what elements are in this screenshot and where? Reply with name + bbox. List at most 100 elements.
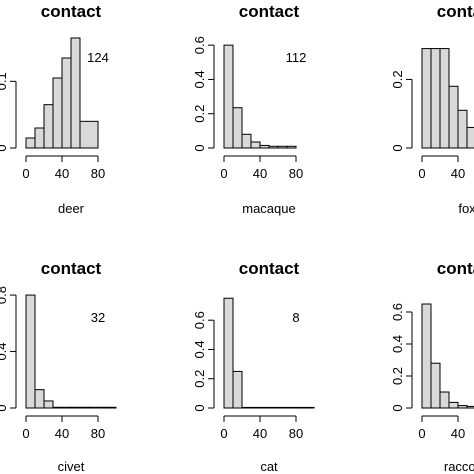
histogram-bar: [295, 406, 306, 409]
y-tick-label: 0.2: [192, 370, 207, 388]
panel-title: contact: [437, 259, 474, 278]
x-tick-label: 0: [220, 426, 227, 441]
x-tick-label: 0: [418, 426, 425, 441]
y-tick-label: 0.2: [390, 70, 405, 88]
panel-title: contact: [41, 259, 102, 278]
y-tick-label: 0.6: [390, 303, 405, 321]
panel-raccoon: contact 0 40 0 0.2 0.4 0.6 raccoon: [390, 259, 474, 474]
histogram-bar: [43, 400, 54, 409]
x-tick-label: 0: [22, 426, 29, 441]
x-tick-label: 40: [451, 166, 465, 181]
histogram-bar: [466, 405, 474, 409]
histogram-bar: [223, 297, 234, 409]
x-tick-label: 40: [451, 426, 465, 441]
y-tick-label: 0: [390, 144, 405, 151]
y-tick-label: 0: [192, 144, 207, 151]
histogram-bar: [421, 303, 432, 409]
count-annotation: 8: [292, 310, 299, 325]
x-tick-label: 40: [55, 426, 69, 441]
histogram-bar: [43, 104, 54, 149]
panel-title: contact: [239, 259, 300, 278]
histogram-bar: [106, 406, 117, 409]
histogram-bar: [232, 107, 243, 149]
y-tick-label: 0: [192, 404, 207, 411]
x-tick-label: 40: [253, 426, 267, 441]
x-tick-label: 0: [22, 166, 29, 181]
histogram-bar: [79, 120, 99, 149]
y-tick-label: 0.2: [390, 367, 405, 385]
histogram-bar: [232, 370, 243, 409]
histogram-bar: [430, 48, 441, 149]
histogram-bar: [52, 406, 63, 409]
histogram-bar: [277, 145, 288, 149]
x-tick-label: 40: [253, 166, 267, 181]
histogram-bar: [259, 406, 270, 409]
histogram-bar: [61, 57, 72, 149]
count-annotation: 32: [91, 310, 105, 325]
panel-macaque: contact 0 40 80 0 0.2 0.4 0.6 112 macaque: [192, 2, 306, 216]
y-tick-label: 0: [0, 144, 9, 151]
y-tick-label: 0.2: [192, 105, 207, 123]
histogram-bar: [88, 406, 99, 409]
y-tick-label: 0.4: [192, 340, 207, 358]
x-tick-label: 40: [55, 166, 69, 181]
y-tick-label: 0: [390, 404, 405, 411]
histogram-bar: [97, 406, 108, 409]
histogram-bar: [52, 77, 63, 149]
x-tick-label: 80: [289, 426, 303, 441]
histogram-bar: [448, 85, 459, 149]
x-axis-label: cat: [260, 459, 278, 474]
histogram-bar: [25, 294, 36, 409]
x-tick-label: 0: [418, 166, 425, 181]
histogram-bar: [241, 133, 252, 149]
y-tick-label: 0.6: [192, 311, 207, 329]
histogram-bar: [457, 405, 468, 409]
histogram-bar: [70, 37, 81, 149]
panel-civet: contact 0 40 80 0 0.4 0.8 32 civet: [0, 259, 117, 474]
y-tick-label: 0.8: [0, 286, 9, 304]
panel-title: contact: [41, 2, 102, 21]
x-tick-label: 80: [91, 426, 105, 441]
panel-title: contact: [437, 2, 474, 21]
histogram-bar: [223, 44, 234, 149]
histogram-bar: [268, 145, 279, 149]
panel-cat: contact 0 40 80 0 0.2 0.4 0.6 8 cat: [192, 259, 315, 474]
histogram-bar: [448, 401, 459, 409]
y-tick-label: 0.4: [390, 335, 405, 353]
histogram-bar: [304, 406, 315, 409]
y-tick-label: 0: [0, 404, 9, 411]
count-annotation: 124: [87, 50, 109, 65]
histogram-bar: [34, 127, 45, 149]
histogram-bar: [286, 145, 297, 149]
histogram-bar: [250, 406, 261, 409]
panel-title: contact: [239, 2, 300, 21]
x-axis-label: raccoon: [444, 459, 474, 474]
histogram-bar: [457, 109, 468, 149]
histogram-bar: [70, 406, 81, 409]
y-tick-label: 0.4: [0, 342, 9, 360]
y-tick-label: 0.6: [192, 36, 207, 54]
x-tick-label: 0: [220, 166, 227, 181]
histogram-bar: [466, 126, 474, 149]
histogram-bar: [430, 362, 441, 409]
histogram-bar: [259, 144, 270, 149]
histogram-bar: [268, 406, 279, 409]
histogram-bar: [34, 389, 45, 409]
histogram-bar: [250, 141, 261, 149]
x-axis-label: fox: [458, 201, 474, 216]
panel-fox: contact 0 40 0 0.2 fox: [390, 2, 474, 216]
histogram-bar: [277, 406, 288, 409]
y-tick-label: 0.1: [0, 72, 9, 90]
x-axis-label: deer: [58, 201, 85, 216]
x-tick-label: 80: [289, 166, 303, 181]
histogram-bar: [439, 391, 450, 409]
histogram-bar: [421, 48, 432, 149]
histogram-bar: [241, 406, 252, 409]
y-tick-label: 0.4: [192, 70, 207, 88]
histogram-bar: [439, 48, 450, 149]
panel-deer: contact 0 40 80 0 0.1 124 deer: [0, 2, 109, 216]
x-axis-label: civet: [58, 459, 85, 474]
x-axis-label: macaque: [242, 201, 295, 216]
histogram-bar: [25, 137, 36, 149]
